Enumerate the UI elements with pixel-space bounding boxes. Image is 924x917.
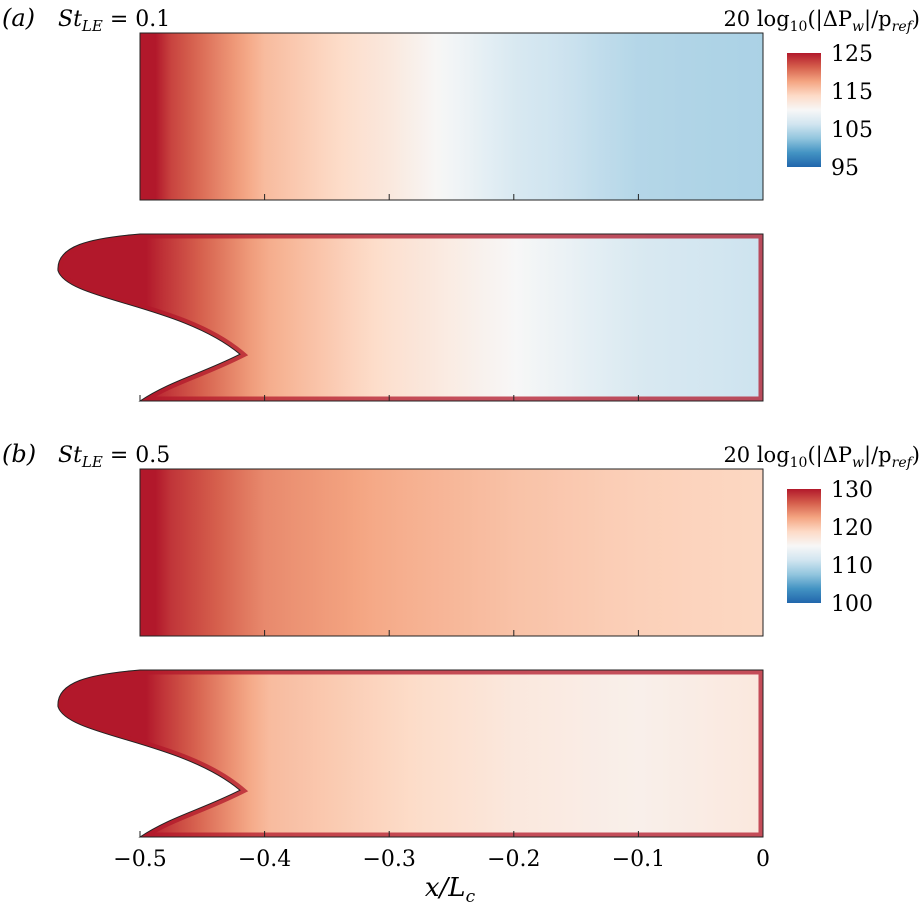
colorbar-tick-label: 115	[831, 80, 873, 105]
x-tick-label: −0.4	[238, 847, 291, 872]
colorbar-tick-label: 130	[831, 478, 873, 503]
colorbars: 125 115 105 95 130 120 110 100	[787, 42, 873, 617]
colorbar-tick-label: 120	[831, 516, 873, 541]
colorbar-b: 130 120 110 100	[787, 478, 873, 617]
panel-a-label: (a)	[2, 4, 35, 32]
x-tick-label: −0.1	[612, 847, 665, 872]
x-tick-label: −0.3	[362, 847, 415, 872]
panel-b-strouhal: StLE = 0.5	[58, 443, 170, 471]
colorbar-tick-label: 100	[831, 592, 873, 617]
colorbar-gradient	[787, 53, 821, 167]
colorbar-tick-label: 110	[831, 554, 873, 579]
panel-a-strouhal: StLE = 0.1	[58, 7, 170, 35]
colorbar-tick-label: 125	[831, 42, 873, 67]
contour-field	[57, 670, 763, 837]
panel-a-header: (a) StLE = 0.1 20 log10(|ΔPw|/pref)	[2, 4, 920, 35]
colorbar-gradient	[787, 489, 821, 603]
panel-b-colorbar-title: 20 log10(|ΔPw|/pref)	[723, 443, 920, 471]
panel-a-colorbar-title: 20 log10(|ΔPw|/pref)	[723, 7, 920, 35]
plot-outline	[57, 233, 764, 402]
contour-field	[57, 234, 763, 401]
x-axis-title: x/Lc	[425, 873, 476, 907]
x-tick-label: −0.5	[113, 847, 166, 872]
contour-field	[139, 468, 764, 637]
panel-b-label: (b)	[2, 440, 36, 468]
contour-plot-a-2	[57, 233, 764, 402]
contour-plot-a-1	[139, 32, 764, 201]
contour-plot-b-2	[57, 669, 764, 838]
colorbar-tick-label: 95	[831, 156, 859, 181]
colorbar-tick-label: 105	[831, 118, 873, 143]
colorbar-a: 125 115 105 95	[787, 42, 873, 181]
panel-b-header: (b) StLE = 0.5 20 log10(|ΔPw|/pref)	[2, 440, 920, 471]
contour-field	[139, 32, 764, 201]
x-tick-label: −0.2	[487, 847, 540, 872]
x-axis: −0.5 −0.4 −0.3 −0.2 −0.1 0	[113, 847, 770, 872]
contour-plot-b-1	[139, 468, 764, 637]
x-tick-label: 0	[756, 847, 770, 872]
plot-outline	[57, 669, 764, 838]
plot-area	[57, 32, 764, 838]
